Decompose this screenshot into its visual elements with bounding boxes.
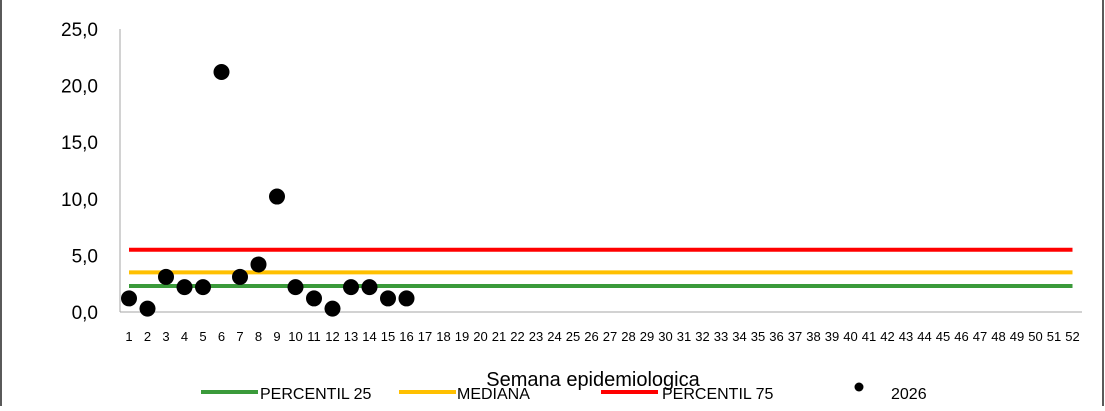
data-point [121, 290, 137, 307]
x-tick-label: 23 [529, 329, 543, 344]
x-tick-label: 48 [991, 329, 1005, 344]
x-tick-label: 14 [362, 329, 376, 344]
x-tick-label: 33 [714, 329, 728, 344]
x-tick-label: 35 [751, 329, 765, 344]
x-tick-label: 49 [1010, 329, 1024, 344]
x-tick-label: 40 [843, 329, 857, 344]
x-tick-label: 11 [307, 329, 321, 344]
y-tick-label: 10,0 [61, 190, 98, 211]
x-tick-label: 31 [677, 329, 691, 344]
x-tick-label: 8 [255, 329, 262, 344]
x-tick-label: 24 [547, 329, 561, 344]
data-point [380, 290, 396, 307]
x-tick-label: 52 [1065, 329, 1079, 344]
legend-marker [854, 382, 864, 392]
legend-label: PERCENTIL 75 [662, 386, 774, 403]
x-tick-label: 41 [862, 329, 876, 344]
data-point [195, 279, 211, 296]
data-point [232, 268, 248, 285]
x-tick-label: 2 [144, 329, 151, 344]
x-tick-label: 42 [880, 329, 894, 344]
x-tick-label: 50 [1028, 329, 1042, 344]
x-tick-label: 19 [455, 329, 469, 344]
x-tick-label: 29 [640, 329, 654, 344]
data-point [361, 279, 378, 296]
x-tick-label: 18 [436, 329, 450, 344]
y-tick-label: 20,0 [61, 77, 98, 98]
x-tick-label: 13 [344, 329, 358, 344]
x-tick-label: 45 [936, 329, 950, 344]
x-tick-label: 21 [492, 329, 506, 344]
y-tick-label: 15,0 [61, 133, 98, 154]
x-tick-label: 30 [658, 329, 672, 344]
x-tick-label: 9 [273, 329, 280, 344]
x-tick-label: 38 [806, 329, 820, 344]
x-tick-label: 32 [695, 329, 709, 344]
x-tick-label: 39 [825, 329, 839, 344]
x-tick-label: 4 [181, 329, 188, 344]
y-tick-label: 0,0 [72, 303, 98, 324]
x-tick-label: 34 [732, 329, 746, 344]
x-tick-label: 28 [621, 329, 635, 344]
x-tick-label: 46 [954, 329, 968, 344]
data-point [158, 268, 174, 285]
legend-label: MEDIANA [457, 386, 530, 403]
x-tick-label: 7 [236, 329, 243, 344]
x-tick-label: 10 [288, 329, 302, 344]
x-tick-label: 16 [399, 329, 413, 344]
data-point [176, 279, 193, 296]
data-point [287, 279, 304, 296]
x-tick-label: 1 [125, 329, 132, 344]
legend-label: 2026 [891, 386, 927, 403]
legend: PERCENTIL 25 MEDIANA PERCENTIL 75 2026 [201, 382, 927, 403]
y-tick-label: 5,0 [72, 246, 98, 267]
x-tick-label: 51 [1047, 329, 1061, 344]
x-tick-label: 27 [603, 329, 617, 344]
data-point [139, 300, 156, 317]
data-point [269, 188, 285, 205]
data-point [324, 300, 341, 317]
x-tick-labels: 1 2 3 4 5 6 7 8 9 10 11 12 13 14 15 16 17 18 19 20 21 22 23 24 2… [125, 329, 1079, 344]
x-tick-label: 5 [199, 329, 206, 344]
x-tick-label: 44 [917, 329, 931, 344]
y-tick-label: 25,0 [61, 20, 98, 41]
data-point [250, 256, 267, 273]
x-tick-label: 3 [162, 329, 169, 344]
x-tick-label: 47 [973, 329, 987, 344]
x-tick-label: 43 [899, 329, 913, 344]
data-point [213, 64, 230, 81]
x-tick-label: 26 [584, 329, 598, 344]
y-tick-labels: 0,0 5,0 10,0 15,0 20,0 25,0 [61, 20, 98, 324]
x-tick-label: 36 [769, 329, 783, 344]
x-tick-label: 17 [418, 329, 432, 344]
legend-label: PERCENTIL 25 [260, 386, 372, 403]
x-tick-label: 22 [510, 329, 524, 344]
x-tick-label: 6 [218, 329, 225, 344]
data-point [306, 290, 322, 307]
data-point [343, 279, 359, 296]
x-axis-title: Semana epidemiologica [486, 369, 700, 391]
x-tick-label: 12 [325, 329, 339, 344]
x-tick-label: 37 [788, 329, 802, 344]
series-lines [129, 247, 1073, 288]
data-point [398, 290, 415, 307]
x-tick-label: 25 [566, 329, 580, 344]
series-points [121, 64, 415, 317]
x-tick-label: 20 [473, 329, 487, 344]
x-tick-label: 15 [381, 329, 395, 344]
